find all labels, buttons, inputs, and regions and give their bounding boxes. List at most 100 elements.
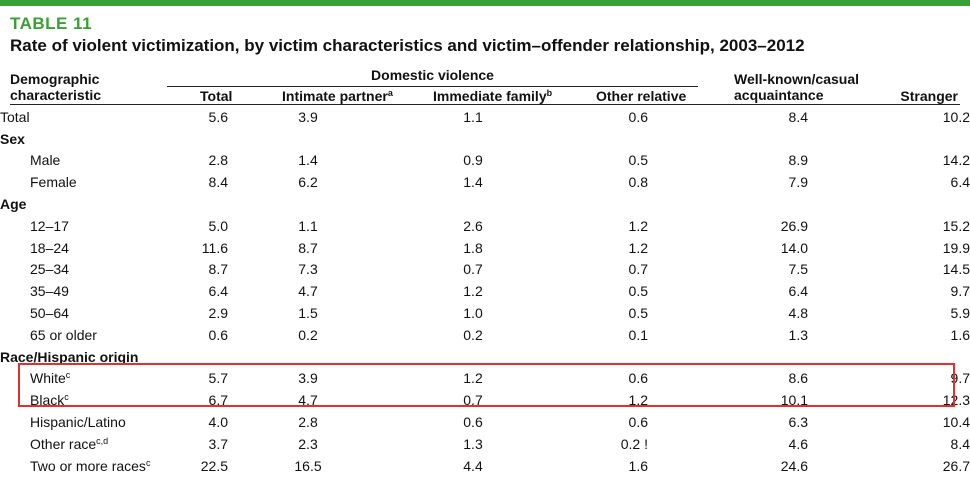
row-label: Hispanic/Latino	[0, 411, 170, 433]
section-row: Race/Hispanic origin	[0, 346, 970, 368]
row-label: Two or more racesc	[0, 455, 170, 477]
cell-well-known: 24.6	[780, 457, 808, 474]
cell-well-known: 4.6	[788, 435, 808, 452]
cell-immediate-family: 0.7	[463, 392, 483, 409]
table-row: 65 or older 0.6 0.2 0.2 0.1 1.3 1.6	[0, 324, 970, 346]
cell-stranger: 10.2	[942, 108, 970, 125]
cell-stranger: 14.5	[942, 261, 970, 278]
header-other-relative: Other relative	[596, 88, 687, 104]
header-well-known-line2: acquaintance	[734, 87, 824, 103]
section-row: Sex	[0, 128, 970, 150]
cell-well-known: 26.9	[780, 217, 808, 234]
table-row: 18–24 11.6 8.7 1.8 1.2 14.0 19.9	[0, 237, 970, 259]
row-label-text: Hispanic/Latino	[30, 414, 126, 431]
row-label: Total	[0, 106, 170, 128]
cell-immediate-family: 0.7	[463, 261, 483, 278]
cell-intimate-partner: 0.2	[298, 326, 318, 343]
cell-other-relative: 0.1	[628, 326, 648, 343]
footnote-marker: c	[65, 370, 71, 381]
highlight-box	[18, 363, 955, 407]
cell-immediate-family: 1.2	[463, 370, 483, 387]
header-demographic-line2: characteristic	[10, 87, 102, 103]
row-label-text: Race/Hispanic origin	[0, 348, 139, 365]
cell-well-known: 4.8	[788, 305, 808, 322]
footnote-b: b	[546, 88, 553, 98]
row-label-text: Two or more races	[30, 457, 146, 474]
cell-intimate-partner: 2.3	[298, 435, 318, 452]
cell-intimate-partner: 1.1	[298, 217, 318, 234]
row-label-text: Sex	[0, 130, 25, 147]
row-label: 18–24	[0, 237, 170, 259]
cell-stranger: 10.4	[942, 414, 970, 431]
cell-stranger: 12.3	[942, 392, 970, 409]
cell-total: 5.6	[208, 108, 228, 125]
top-accent-bar	[0, 0, 970, 6]
cell-immediate-family: 1.1	[463, 108, 483, 125]
table-row: Male 2.8 1.4 0.9 0.5 8.9 14.2	[0, 150, 970, 172]
cell-well-known: 6.4	[788, 283, 808, 300]
row-label-text: 35–49	[30, 283, 69, 300]
header-domestic-violence: Domestic violence	[371, 67, 494, 83]
cell-other-relative: 1.6	[628, 457, 648, 474]
cell-stranger: 8.4	[950, 435, 970, 452]
cell-stranger: 1.6	[950, 326, 970, 343]
table-row: Whitec 5.7 3.9 1.2 0.6 8.6 9.7	[0, 368, 970, 390]
row-label: Other racec,d	[0, 433, 170, 455]
row-label: 50–64	[0, 302, 170, 324]
cell-other-relative: 1.2	[628, 217, 648, 234]
cell-intimate-partner: 16.5	[294, 457, 322, 474]
cell-stranger: 6.4	[950, 174, 970, 191]
cell-stranger: 14.2	[942, 152, 970, 169]
section-label: Race/Hispanic origin	[0, 346, 970, 368]
cell-intimate-partner: 8.7	[298, 239, 318, 256]
cell-other-relative: 0.6	[628, 108, 648, 125]
cell-stranger: 15.2	[942, 217, 970, 234]
cell-well-known: 6.3	[788, 414, 808, 431]
cell-other-relative: 0.6	[628, 370, 648, 387]
table-row: Two or more racesc 22.5 16.5 4.4 1.6 24.6 26.7	[0, 455, 970, 477]
cell-other-relative: 0.5	[628, 283, 648, 300]
header-rule	[10, 104, 960, 105]
header-stranger: Stranger	[900, 88, 958, 104]
table-row: 12–17 5.0 1.1 2.6 1.2 26.9 15.2	[0, 215, 970, 237]
footnote-a: a	[387, 88, 393, 98]
section-label: Age	[0, 193, 970, 215]
cell-other-relative: 0.6	[628, 414, 648, 431]
table-row: 25–34 8.7 7.3 0.7 0.7 7.5 14.5	[0, 259, 970, 281]
cell-well-known: 8.6	[788, 370, 808, 387]
row-label-text: Black	[30, 392, 65, 409]
cell-total: 11.6	[201, 239, 228, 256]
cell-intimate-partner: 2.8	[298, 414, 318, 431]
row-label: 35–49	[0, 280, 170, 302]
header-intimate-partner-label: Intimate partner	[282, 88, 388, 104]
cell-immediate-family: 1.3	[463, 435, 483, 452]
row-label-text: 25–34	[30, 261, 69, 278]
cell-other-relative: 0.5	[628, 152, 648, 169]
cell-immediate-family: 1.4	[463, 174, 483, 191]
row-label: Male	[0, 150, 170, 172]
section-row: Age	[0, 193, 970, 215]
cell-immediate-family: 0.2	[463, 326, 483, 343]
cell-well-known: 7.5	[788, 261, 808, 278]
table-row: Other racec,d 3.7 2.3 1.3 0.2 ! 4.6 8.4	[0, 433, 970, 455]
table-row: 35–49 6.4 4.7 1.2 0.5 6.4 9.7	[0, 280, 970, 302]
table-row: 50–64 2.9 1.5 1.0 0.5 4.8 5.9	[0, 302, 970, 324]
cell-other-relative: 1.2	[628, 392, 648, 409]
row-label-text: Other race	[30, 435, 97, 452]
cell-total: 22.5	[200, 457, 228, 474]
cell-other-relative: 1.2	[628, 239, 648, 256]
cell-intimate-partner: 3.9	[298, 108, 318, 125]
header-total: Total	[200, 88, 233, 104]
cell-well-known: 1.3	[788, 326, 808, 343]
row-label-text: 18–24	[30, 239, 69, 256]
footnote-marker: c	[64, 392, 69, 403]
table-row: Female 8.4 6.2 1.4 0.8 7.9 6.4	[0, 171, 970, 193]
header-immediate-family: Immediate familyb	[433, 88, 552, 104]
cell-total: 8.7	[208, 261, 228, 278]
row-label: 65 or older	[0, 324, 170, 346]
cell-total: 2.8	[208, 152, 228, 169]
cell-total: 0.6	[208, 326, 228, 343]
cell-intimate-partner: 1.5	[298, 305, 318, 322]
row-label-text: Male	[30, 152, 61, 169]
table-row: Hispanic/Latino 4.0 2.8 0.6 0.6 6.3 10.4	[0, 411, 970, 433]
